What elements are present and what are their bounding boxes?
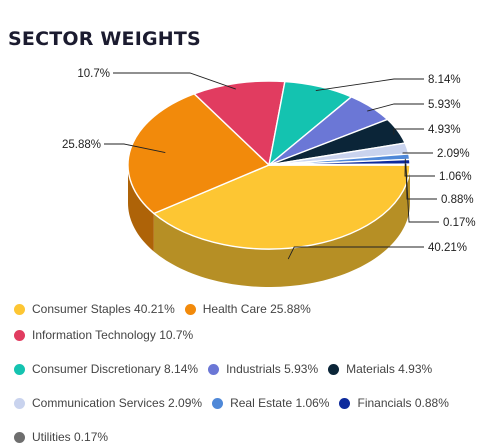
leader-line-financials [405, 163, 437, 200]
legend-swatch [14, 363, 25, 375]
leader-line-real-estate [404, 158, 435, 177]
legend-label: Real Estate 1.06% [230, 396, 330, 410]
leader-line-utilities [405, 166, 439, 223]
legend-item-communication-services[interactable]: Communication Services 2.09% [14, 394, 202, 412]
pie-side-walls [128, 165, 410, 287]
legend-label: Consumer Staples 40.21% [32, 302, 175, 316]
legend-item-materials[interactable]: Materials 4.93% [328, 360, 432, 378]
pie-data-labels: 40.21% 25.88% 10.7% 8.14% 5.93% 4.93% 2.09% 1.0… [62, 68, 476, 260]
data-label-financials: 0.88% [441, 194, 474, 206]
chart-title: SECTOR WEIGHTS [8, 28, 201, 50]
data-label-utilities: 0.17% [443, 217, 476, 229]
leader-line-industrials [367, 103, 424, 112]
data-label-communication-services: 2.09% [437, 148, 470, 160]
legend-swatch [14, 329, 25, 341]
legend-swatch [14, 303, 25, 315]
legend-item-financials[interactable]: Financials 0.88% [339, 394, 449, 412]
data-label-information-technology: 10.7% [77, 68, 110, 80]
data-label-consumer-staples: 40.21% [428, 242, 467, 254]
data-label-real-estate: 1.06% [439, 171, 472, 183]
pie-chart: 40.21% 25.88% 10.7% 8.14% 5.93% 4.93% 2.09% 1.0… [62, 68, 476, 287]
legend-item-real-estate[interactable]: Real Estate 1.06% [212, 394, 329, 412]
pie-slice-consumer-staples [153, 164, 411, 250]
leader-line-information-technology [113, 72, 236, 90]
legend-swatch [14, 397, 25, 409]
pie-slice-information-technology [193, 80, 286, 166]
legend-label: Consumer Discretionary 8.14% [32, 362, 199, 376]
legend-item-information-technology[interactable]: Information Technology 10.7% [14, 326, 193, 344]
legend-swatch [208, 363, 220, 375]
leader-line-consumer-staples [287, 246, 424, 260]
legend-item-utilities[interactable]: Utilities 0.17% [14, 428, 108, 446]
legend-label: Information Technology 10.7% [32, 328, 194, 342]
legend-swatch [14, 431, 25, 443]
legend-item-industrials[interactable]: Industrials 5.93% [208, 360, 318, 378]
pie-top-faces [127, 80, 411, 250]
legend-label: Financials 0.88% [357, 396, 449, 410]
leader-line-communication-services [402, 152, 433, 154]
legend-label: Utilities 0.17% [32, 430, 109, 444]
legend-label: Health Care 25.88% [202, 302, 311, 316]
legend-label: Materials 4.93% [346, 362, 433, 376]
data-label-materials: 4.93% [428, 124, 461, 136]
pie-slice-health-care [127, 93, 270, 215]
leader-line-consumer-discretionary [315, 78, 424, 92]
legend-item-health-care[interactable]: Health Care 25.88% [184, 300, 311, 318]
leader-line-health-care [104, 143, 166, 154]
legend-label: Industrials 5.93% [226, 362, 319, 376]
pie-side-consumer-staples [153, 165, 410, 287]
chart-legend: Consumer Staples 40.21% Health Care 25.88… [14, 300, 498, 446]
leader-line-materials [393, 128, 424, 135]
legend-swatch [339, 397, 351, 409]
data-label-industrials: 5.93% [428, 99, 461, 111]
legend-swatch [212, 397, 224, 409]
legend-item-consumer-staples[interactable]: Consumer Staples 40.21% [14, 300, 175, 318]
data-label-consumer-discretionary: 8.14% [428, 74, 461, 86]
legend-item-consumer-discretionary[interactable]: Consumer Discretionary 8.14% [14, 360, 198, 378]
pie-side-health-care [128, 165, 154, 252]
legend-label: Communication Services 2.09% [32, 396, 203, 410]
legend-swatch [328, 363, 340, 375]
pie-slice-utilities [268, 163, 411, 166]
data-label-health-care: 25.88% [62, 139, 101, 151]
legend-swatch [184, 303, 196, 315]
